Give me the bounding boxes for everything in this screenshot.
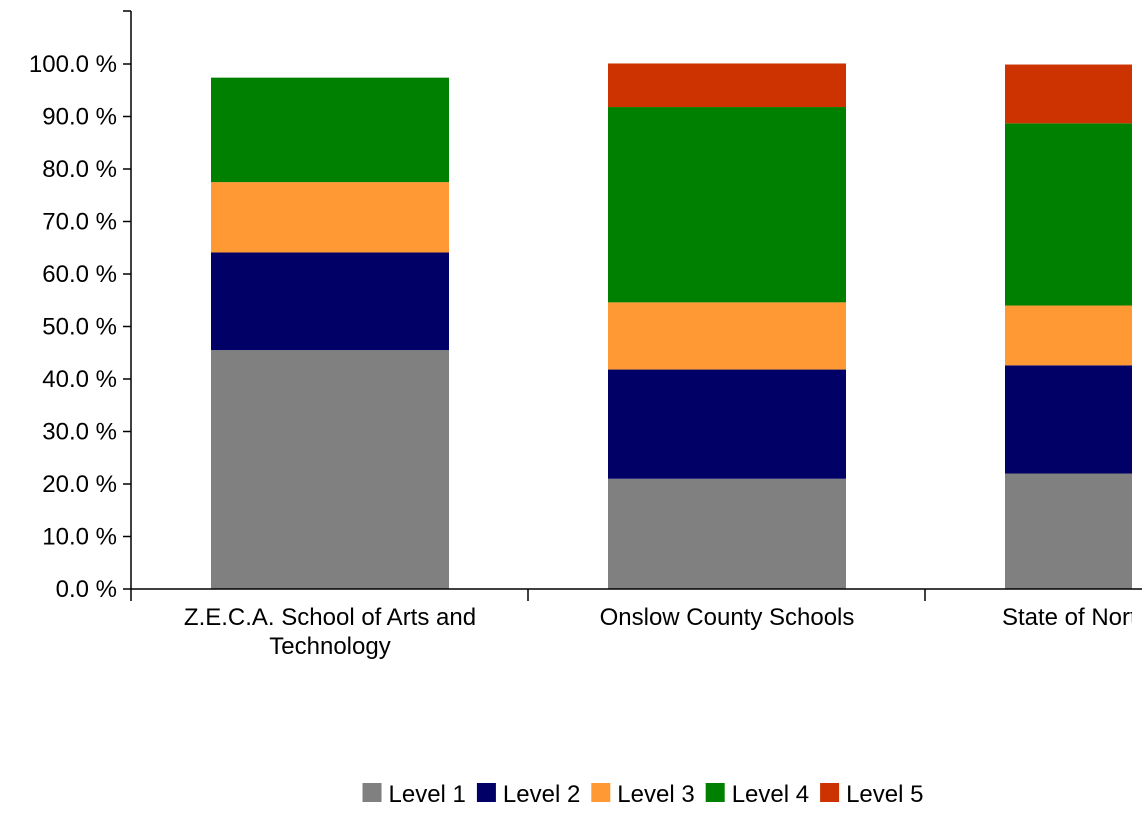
x-category-label: Technology [269,633,390,660]
bar-segment-1-level-2 [211,252,449,351]
legend-item-level-5: Level 5 [820,781,923,808]
bar-segment-2-level-1 [608,478,846,589]
y-tick-label: 10.0 % [42,524,117,551]
legend-label: Level 2 [503,781,580,808]
legend-item-level-3: Level 3 [591,781,695,808]
y-tick-label: 20.0 % [42,471,117,498]
y-tick-label: 30.0 % [42,419,117,446]
bar-segment-3-level-1 [1005,473,1132,589]
legend-label: Level 1 [389,781,466,808]
axes-layer: 0.0 % 10.0 % 20.0 % 30.0 % 40.0 % 50.0 % 60.0 … [29,10,1142,603]
y-tick-label: 40.0 % [42,366,117,393]
x-category-label: State of North Carolina [1002,604,1142,631]
y-tick-label: 70.0 % [42,209,117,236]
bar-segment-1-level-4 [211,77,449,183]
y-tick-label: 60.0 % [42,261,117,288]
bar-segment-2-level-3 [608,302,846,370]
legend-swatch [591,783,611,802]
x-category-label: Z.E.C.A. School of Arts and [184,604,476,631]
y-tick-label: 80.0 % [42,156,117,183]
y-tick-label: 90.0 % [42,104,117,131]
bar-segment-3-level-3 [1005,305,1132,366]
legend-item-level-2: Level 2 [476,781,580,808]
legend-swatch [476,783,496,802]
legend: Level 1 Level 2 Level 3 Level 4 Level 5 [362,781,923,808]
legend-label: Level 5 [846,781,923,808]
x-category-label: Onslow County Schools [600,604,855,631]
legend-label: Level 4 [732,781,809,808]
y-tick-label: 100.0 % [29,51,117,78]
legend-swatch [362,783,382,802]
y-tick-label: 50.0 % [42,314,117,341]
legend-swatch [705,783,725,802]
bar-segment-2-level-5 [608,63,846,108]
bar-segment-1-level-3 [211,182,449,253]
bar-segment-3-level-5 [1005,64,1132,124]
bar-segment-1-level-1 [211,350,449,589]
legend-swatch [820,783,840,802]
legend-label: Level 3 [617,781,694,808]
bar-segment-3-level-4 [1005,123,1132,306]
bars-layer [211,63,1132,589]
legend-item-level-1: Level 1 [362,781,466,808]
bar-segment-3-level-2 [1005,365,1132,474]
y-tick-label: 0.0 % [56,576,117,603]
bar-segment-2-level-4 [608,107,846,303]
legend-item-level-4: Level 4 [705,781,809,808]
bar-segment-2-level-2 [608,369,846,479]
